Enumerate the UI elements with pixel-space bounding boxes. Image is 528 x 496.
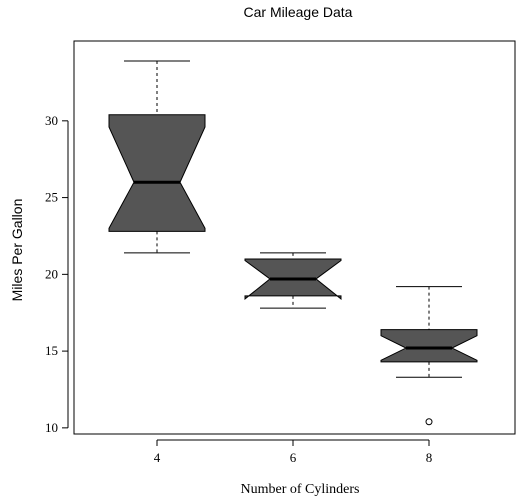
y-tick-label: 20 <box>45 266 58 281</box>
box-6-cylinders <box>244 252 342 309</box>
boxes-group <box>108 60 478 426</box>
y-axis-label: Miles Per Gallon <box>9 199 25 302</box>
chart-title: Car Mileage Data <box>244 4 353 20</box>
x-axis-label: Number of Cylinders <box>241 482 360 496</box>
x-tick-label: 8 <box>426 450 433 465</box>
x-tick-label: 4 <box>154 450 161 465</box>
y-tick-label: 10 <box>45 420 58 435</box>
y-tick-label: 15 <box>45 343 58 358</box>
box-4-cylinders <box>108 60 206 254</box>
box-8-cylinders <box>380 286 478 426</box>
notched-box <box>380 329 478 363</box>
x-tick-label: 6 <box>290 450 297 465</box>
notched-box <box>108 114 206 232</box>
x-axis: 4 6 8 <box>154 439 433 465</box>
plot-frame <box>73 40 516 435</box>
y-tick-label: 25 <box>45 190 58 205</box>
y-axis: 10 15 20 25 30 <box>45 113 69 435</box>
outlier-point <box>425 418 433 426</box>
y-tick-label: 30 <box>45 113 58 128</box>
